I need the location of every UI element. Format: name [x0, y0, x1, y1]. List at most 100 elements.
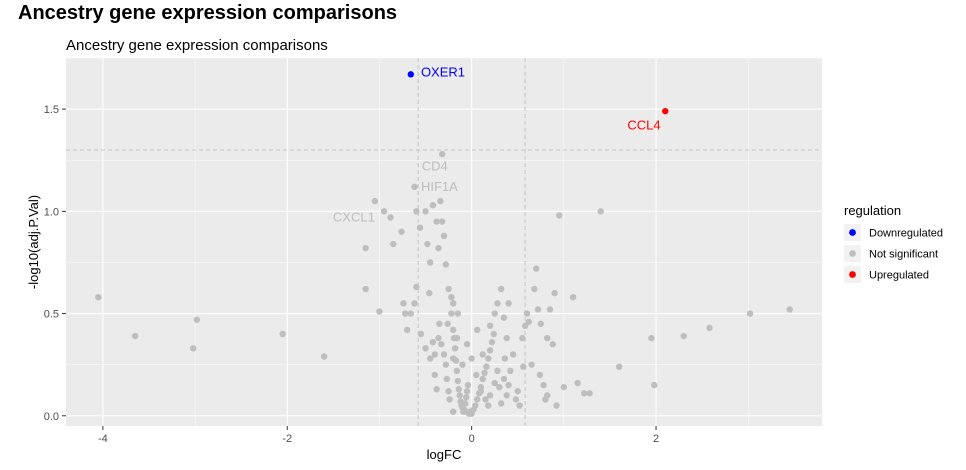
- data-point: [450, 355, 457, 362]
- data-point: [586, 390, 593, 397]
- data-point: [580, 390, 588, 397]
- data-point: [494, 367, 501, 374]
- x-tick-label: -4: [98, 433, 108, 445]
- data-point: [490, 330, 497, 338]
- data-point: [488, 338, 496, 346]
- legend: regulation Downregulated Not significant U…: [844, 203, 943, 283]
- data-point: [472, 402, 479, 409]
- data-point: [411, 300, 418, 307]
- data-point: [424, 240, 431, 248]
- data-point: [485, 402, 492, 409]
- x-axis-title: logFC: [427, 447, 462, 462]
- data-point: [390, 240, 397, 248]
- data-point: [574, 379, 581, 387]
- data-point: [497, 400, 505, 407]
- data-point: [131, 332, 139, 340]
- data-point: [540, 381, 547, 389]
- data-point: [651, 381, 658, 389]
- data-point: [503, 334, 510, 342]
- legend-label: Downregulated: [869, 228, 943, 240]
- data-point: [453, 367, 461, 374]
- data-point: [400, 300, 407, 307]
- data-point: [435, 334, 442, 342]
- data-point: [320, 353, 328, 360]
- x-tick-label: -2: [282, 433, 292, 445]
- data-point: [455, 386, 462, 393]
- page-title: Ancestry gene expression comparisons: [18, 2, 398, 24]
- data-point: [462, 400, 469, 407]
- data-point: [496, 383, 503, 391]
- data-point: [507, 367, 514, 374]
- data-point: [438, 150, 446, 158]
- y-tick-label: 0.5: [44, 309, 59, 321]
- data-point: [505, 381, 512, 389]
- data-point: [463, 388, 471, 395]
- data-point: [438, 218, 446, 225]
- data-point: [376, 308, 383, 315]
- data-point: [451, 345, 459, 352]
- data-point: [398, 228, 405, 235]
- data-point: [435, 244, 442, 252]
- data-point: [537, 320, 545, 327]
- data-points: [95, 71, 793, 417]
- data-point: [503, 392, 510, 399]
- gene-label: CXCL1: [333, 209, 375, 224]
- data-point: [509, 351, 517, 358]
- data-point: [461, 406, 468, 413]
- data-point: [417, 330, 425, 338]
- data-point: [486, 322, 494, 330]
- data-point: [615, 363, 623, 370]
- data-point: [473, 396, 481, 403]
- data-point: [648, 334, 655, 342]
- data-point: [706, 324, 713, 332]
- data-point: [436, 320, 443, 327]
- threshold-lines: [66, 58, 822, 426]
- gene-label: HIF1A: [421, 179, 458, 194]
- y-tick-label: 0.0: [44, 411, 59, 423]
- data-point: [482, 396, 489, 403]
- data-point: [279, 330, 286, 338]
- data-point: [380, 208, 388, 215]
- data-point: [786, 306, 793, 313]
- data-point: [193, 316, 201, 323]
- data-point: [553, 402, 560, 409]
- legend-title: regulation: [844, 203, 901, 218]
- data-point: [442, 361, 450, 368]
- data-point: [462, 394, 470, 401]
- plot-panel: [66, 58, 822, 426]
- y-axis-title: -log10(adj.P.Val): [26, 195, 41, 289]
- gene-label: CCL4: [627, 117, 660, 132]
- data-point: [413, 208, 420, 215]
- data-point: [429, 338, 437, 346]
- data-point: [500, 314, 508, 321]
- data-point: [407, 310, 415, 317]
- data-point: [486, 392, 494, 399]
- data-point: [426, 355, 434, 362]
- data-point: [597, 208, 604, 215]
- data-point: [453, 334, 461, 342]
- data-point: [523, 310, 531, 317]
- data-point: [454, 377, 462, 385]
- data-point: [437, 197, 444, 205]
- data-point: [362, 244, 369, 252]
- data-point: [485, 355, 492, 362]
- data-point: [477, 388, 485, 395]
- data-point: [431, 351, 438, 358]
- y-axis-ticks: 0.0 0.5 1.0 1.5: [44, 104, 66, 423]
- data-point: [491, 310, 498, 317]
- data-point: [440, 232, 448, 240]
- point-labels: OXER1 CCL4 CD4 HIF1A CXCL1: [333, 64, 661, 224]
- data-point: [544, 334, 551, 342]
- data-point: [422, 345, 429, 352]
- data-point: [494, 300, 501, 307]
- x-axis-ticks: -4 -2 0 2: [98, 426, 659, 445]
- data-point: [479, 375, 486, 383]
- data-point: [450, 408, 457, 415]
- data-point: [483, 363, 490, 370]
- data-point: [505, 300, 512, 307]
- data-point: [560, 383, 568, 391]
- data-point: [95, 294, 102, 301]
- data-point: [546, 306, 554, 313]
- data-point: [448, 294, 455, 301]
- data-point: [519, 334, 526, 342]
